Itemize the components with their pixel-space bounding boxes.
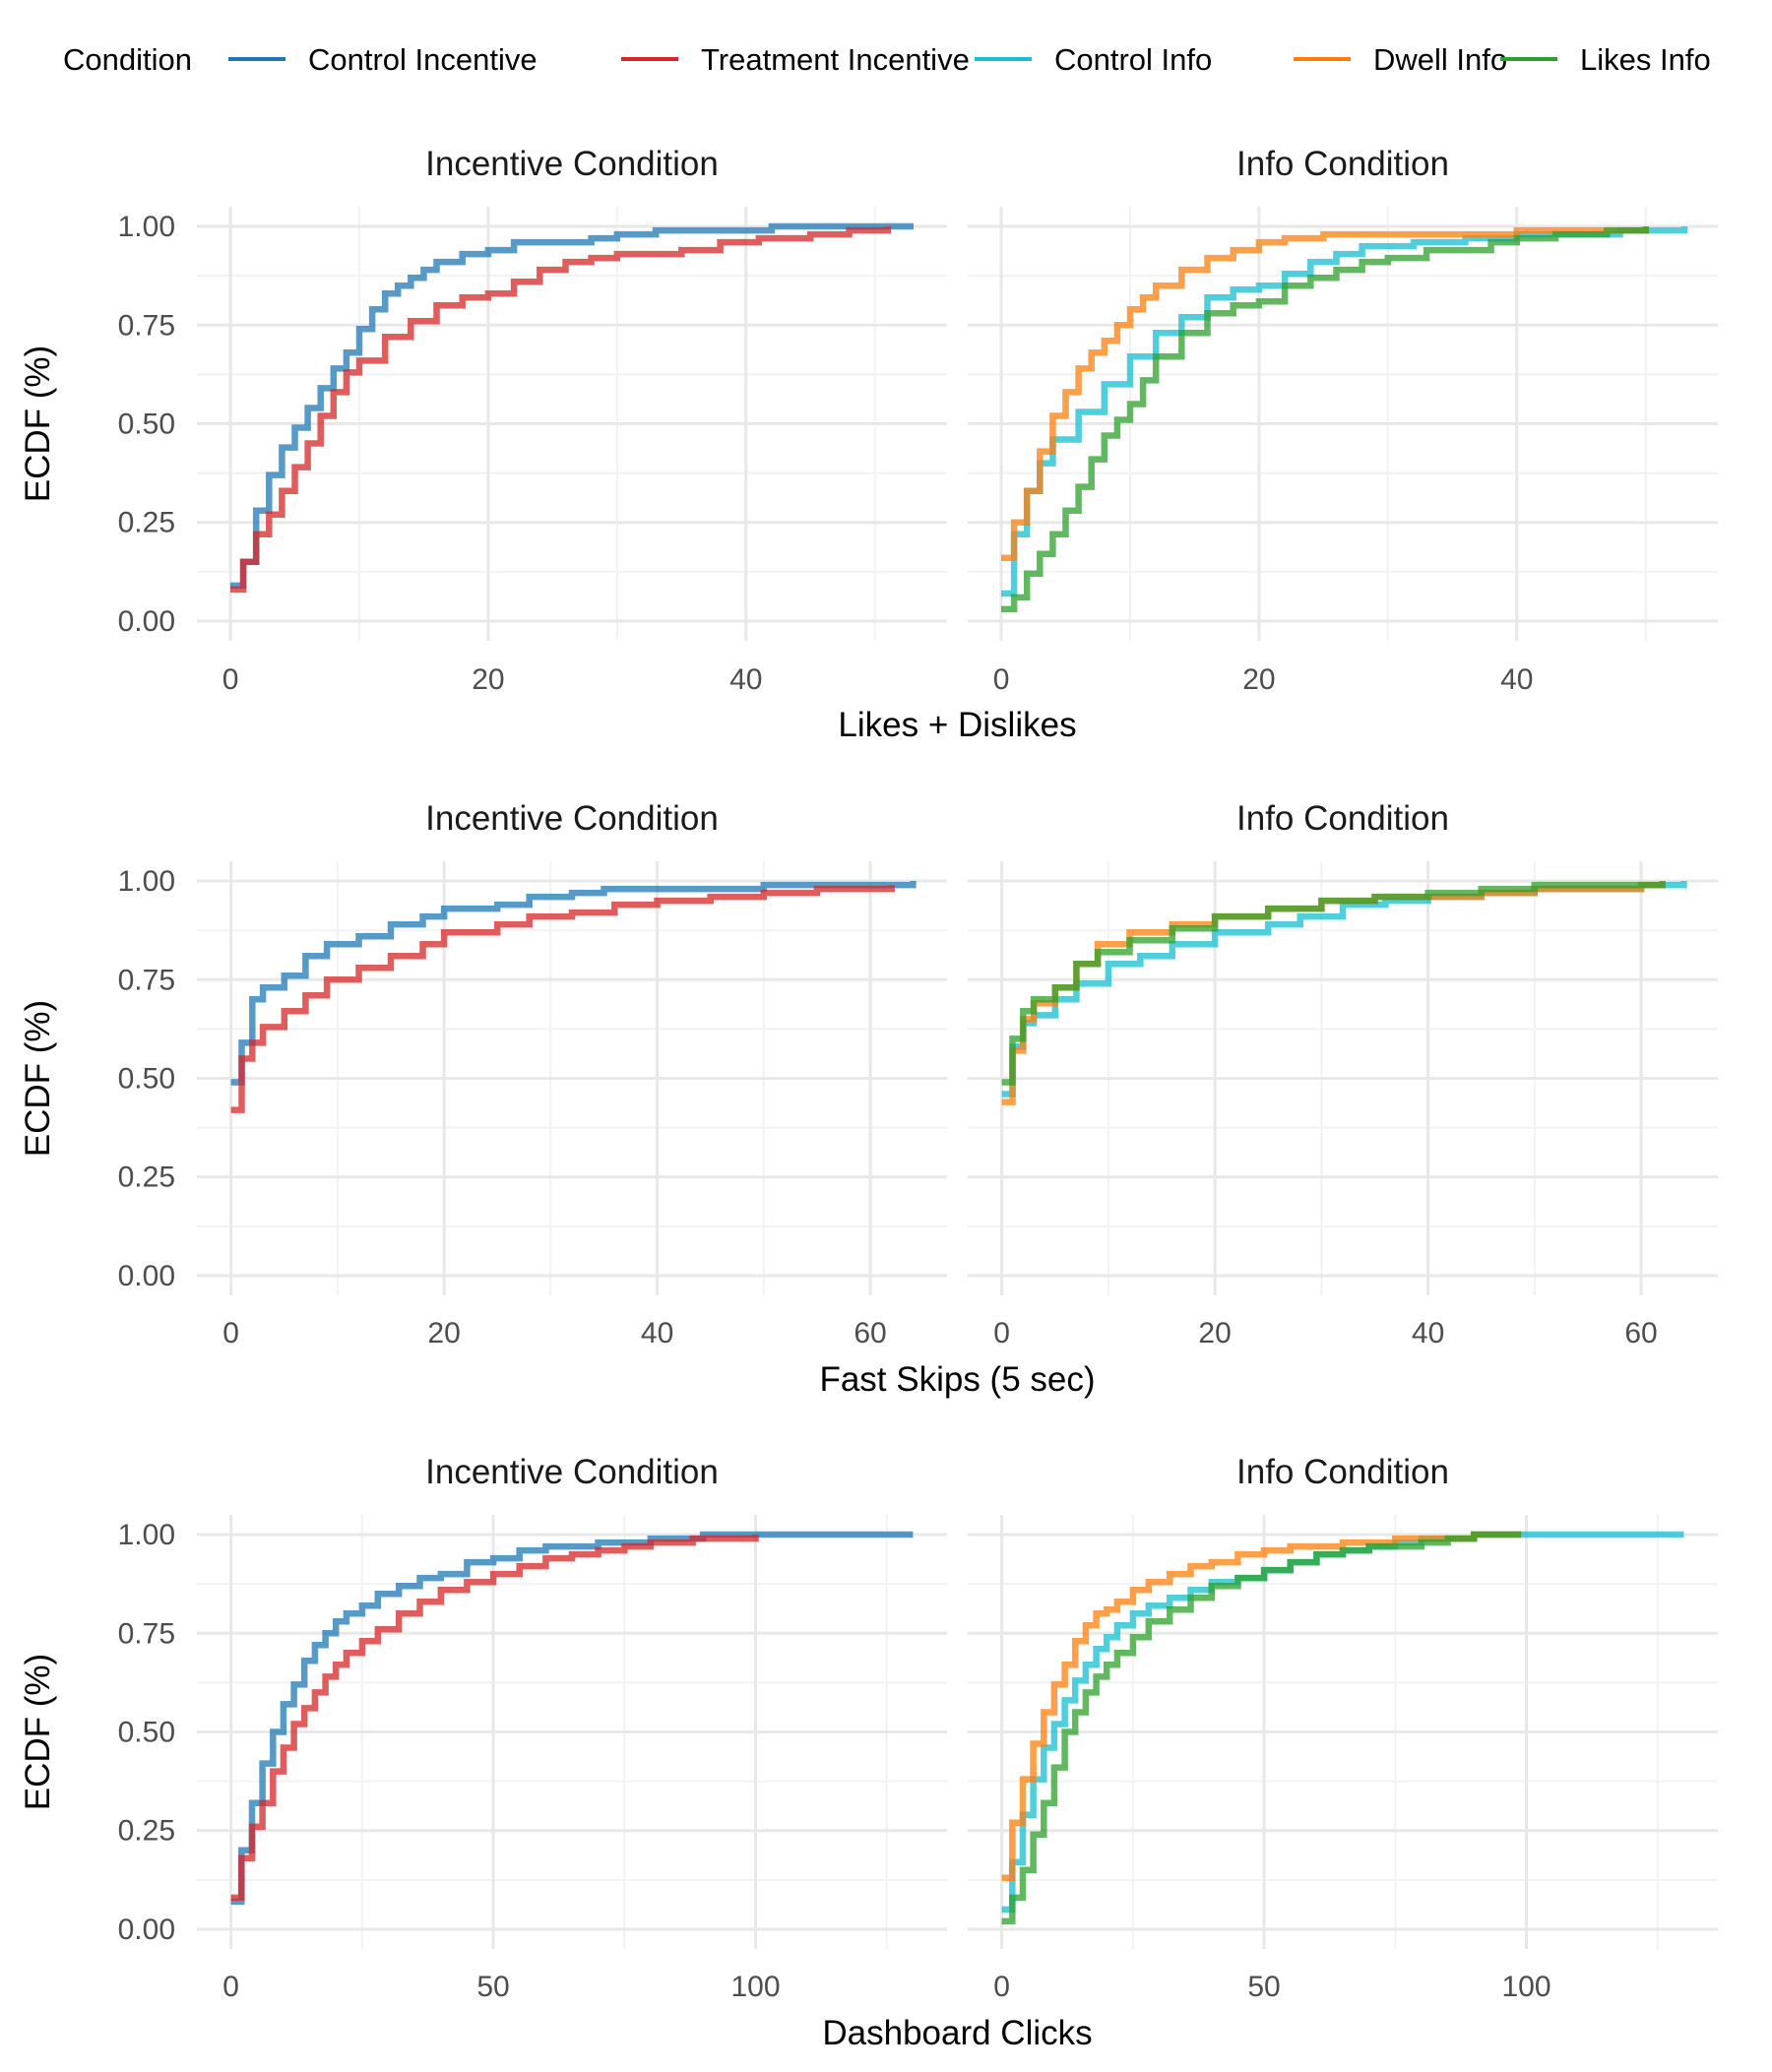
facet-title: Incentive Condition [425, 145, 719, 183]
facet-panel: Info Condition 0 20 40 60 [968, 799, 1718, 1350]
legend-label: Control Incentive [308, 42, 538, 77]
x-tick-label: 60 [1624, 1317, 1657, 1350]
facet-title: Incentive Condition [425, 1453, 719, 1491]
x-tick-label: 50 [1247, 1971, 1280, 2003]
y-tick-label: 1.00 [118, 865, 175, 898]
x-tick-label: 40 [1500, 663, 1533, 696]
gridlines [968, 1515, 1718, 1949]
facet-row: Incentive Condition 0.00 0.25 0.50 0.75 1.00 0… [19, 1453, 1718, 2052]
legend: Condition Control Incentive Treatment Ince… [63, 42, 1711, 77]
ecdf-line [1001, 1531, 1522, 1925]
facet-row: Incentive Condition 0.00 0.25 0.50 0.75 1.00 0… [19, 145, 1718, 744]
x-tick-label: 40 [641, 1317, 673, 1350]
x-tick-label: 40 [1412, 1317, 1444, 1350]
legend-label: Control Info [1054, 42, 1212, 77]
x-tick-label: 20 [1242, 663, 1275, 696]
facet-panel: Info Condition 0 20 40 [968, 145, 1718, 696]
legend-entry: Control Info [975, 42, 1212, 77]
y-tick-label: 0.75 [118, 964, 175, 996]
x-tick-label: 40 [729, 663, 762, 696]
y-tick-label: 1.00 [118, 211, 175, 243]
x-tick-label: 0 [222, 663, 239, 696]
x-tick-label: 20 [472, 663, 504, 696]
y-tick-label: 0.00 [118, 1260, 175, 1292]
y-tick-label: 0.50 [118, 408, 175, 441]
y-tick-label: 0.25 [118, 507, 175, 539]
x-tick-label: 50 [476, 1971, 509, 2003]
ecdf-line [230, 222, 914, 590]
ecdf-line [1001, 1531, 1522, 1882]
legend-entry: Control Incentive [228, 42, 538, 77]
ecdf-line [1001, 226, 1649, 613]
y-tick-label: 0.00 [118, 605, 175, 638]
ecdf-line [1001, 226, 1649, 562]
x-tick-label: 20 [427, 1317, 460, 1350]
y-axis-title: ECDF (%) [19, 345, 57, 502]
ecdf-line [230, 226, 892, 594]
legend-entry: Dwell Info [1294, 42, 1507, 77]
y-tick-label: 0.50 [118, 1717, 175, 1749]
facet-panel: Incentive Condition 0.00 0.25 0.50 0.75 1.00 0… [118, 1453, 947, 2003]
x-axis-title: Likes + Dislikes [838, 706, 1076, 744]
ecdf-line [230, 885, 895, 1113]
ecdf-line [1001, 1531, 1684, 1914]
x-tick-label: 100 [730, 1971, 780, 2003]
legend-title: Condition [63, 42, 192, 77]
ecdf-line [230, 1535, 759, 1902]
gridlines [197, 1515, 947, 1949]
ecdf-line [1001, 881, 1687, 1098]
legend-entry: Likes Info [1500, 42, 1711, 77]
facet-title: Incentive Condition [425, 799, 719, 838]
facet-row: Incentive Condition 0.00 0.25 0.50 0.75 1.00 0… [19, 799, 1718, 1399]
gridlines [197, 207, 947, 641]
x-tick-label: 20 [1198, 1317, 1231, 1350]
legend-label: Dwell Info [1373, 42, 1507, 77]
ecdf-line [230, 1531, 914, 1906]
y-tick-label: 0.75 [118, 309, 175, 342]
gridlines [197, 861, 947, 1295]
x-tick-label: 0 [993, 1317, 1010, 1350]
y-axis-title: ECDF (%) [19, 1000, 57, 1157]
facet-panel: Incentive Condition 0.00 0.25 0.50 0.75 1.00 0… [118, 145, 947, 696]
legend-label: Likes Info [1580, 42, 1711, 77]
y-tick-label: 1.00 [118, 1519, 175, 1551]
facet-title: Info Condition [1236, 145, 1449, 183]
x-axis-title: Fast Skips (5 sec) [819, 1360, 1095, 1399]
legend-entry: Treatment Incentive [621, 42, 970, 77]
x-tick-label: 60 [854, 1317, 886, 1350]
y-tick-label: 0.25 [118, 1162, 175, 1194]
x-tick-label: 0 [993, 663, 1010, 696]
x-tick-label: 0 [993, 1971, 1010, 2003]
x-tick-label: 0 [222, 1317, 239, 1350]
gridlines [968, 861, 1718, 1295]
x-axis-title: Dashboard Clicks [822, 2014, 1092, 2052]
legend-label: Treatment Incentive [701, 42, 970, 77]
ecdf-line [1001, 226, 1688, 597]
facet-panel: Incentive Condition 0.00 0.25 0.50 0.75 1.00 0… [118, 799, 947, 1350]
x-tick-label: 0 [222, 1971, 239, 2003]
y-tick-label: 0.75 [118, 1617, 175, 1650]
ecdf-line [1001, 881, 1666, 1086]
y-axis-title: ECDF (%) [19, 1654, 57, 1810]
gridlines [968, 207, 1718, 641]
facet-title: Info Condition [1236, 1453, 1449, 1491]
y-tick-label: 0.00 [118, 1914, 175, 1946]
x-tick-label: 100 [1501, 1971, 1550, 2003]
y-tick-label: 0.50 [118, 1063, 175, 1096]
ecdf-line [230, 881, 917, 1086]
facet-panel: Info Condition 0 50 100 [968, 1453, 1718, 2003]
facet-title: Info Condition [1236, 799, 1449, 838]
y-tick-label: 0.25 [118, 1815, 175, 1848]
